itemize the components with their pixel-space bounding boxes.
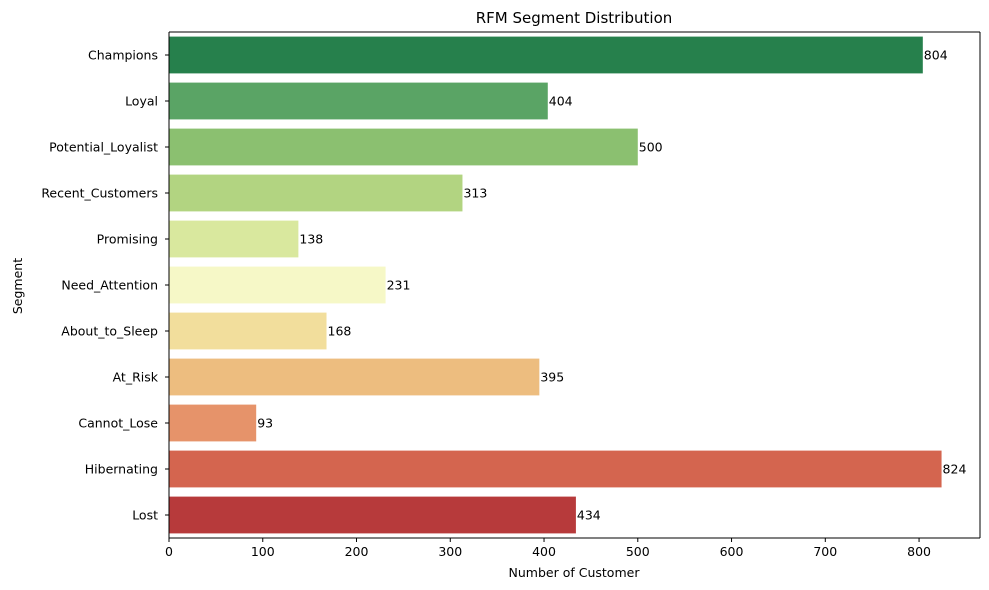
y-tick-label: Cannot_Lose: [78, 416, 158, 431]
bar-value-label: 93: [257, 416, 273, 431]
y-axis-label: Segment: [10, 258, 25, 314]
bar: [169, 174, 463, 212]
bar: [169, 266, 386, 304]
bar: [169, 358, 540, 396]
x-axis: 0 100 200 300 400 500 600 700 800: [165, 31, 981, 559]
chart-title: RFM Segment Distribution: [476, 9, 673, 27]
bar-value-label: 138: [299, 232, 323, 247]
bar-value-label: 434: [577, 508, 601, 523]
x-tick-label: 500: [626, 544, 650, 559]
y-tick-label: Loyal: [125, 94, 158, 109]
bar: [169, 36, 923, 74]
bar-value-label: 500: [639, 140, 663, 155]
y-tick-label: Promising: [97, 232, 158, 247]
y-tick-label: Lost: [132, 508, 158, 523]
bar: [169, 220, 299, 258]
bar: [169, 312, 327, 350]
y-tick-label: At_Risk: [113, 370, 159, 385]
y-tick-label: Champions: [88, 48, 158, 63]
bar: [169, 82, 548, 120]
x-tick-label: 200: [345, 544, 369, 559]
value-labels-group: 804 404 500 313 138 231 168 395 93 824 434: [257, 48, 966, 523]
x-tick-label: 800: [907, 544, 931, 559]
y-tick-label: Potential_Loyalist: [49, 140, 158, 155]
bar: [169, 128, 638, 166]
x-tick-label: 400: [532, 544, 556, 559]
bar: [169, 404, 257, 442]
x-tick-label: 700: [813, 544, 837, 559]
x-tick-label: 0: [165, 544, 173, 559]
x-tick-label: 100: [251, 544, 275, 559]
bar-value-label: 404: [549, 94, 573, 109]
bar-value-label: 395: [540, 370, 564, 385]
bar: [169, 496, 576, 534]
x-tick-label: 300: [438, 544, 462, 559]
x-tick-label: 600: [720, 544, 744, 559]
bars-group: [169, 36, 942, 534]
y-tick-label: About_to_Sleep: [61, 324, 158, 339]
bar-value-label: 313: [463, 186, 487, 201]
bar-value-label: 231: [387, 278, 411, 293]
bar-value-label: 804: [924, 48, 948, 63]
x-axis-label: Number of Customer: [509, 565, 641, 580]
bar: [169, 450, 942, 488]
y-axis: Champions Loyal Potential_Loyalist Recent_C…: [41, 48, 169, 523]
y-tick-label: Hibernating: [85, 462, 158, 477]
y-tick-label: Recent_Customers: [41, 186, 158, 201]
bar-value-label: 824: [943, 462, 967, 477]
bar-value-label: 168: [328, 324, 352, 339]
y-tick-label: Need_Attention: [61, 278, 158, 293]
